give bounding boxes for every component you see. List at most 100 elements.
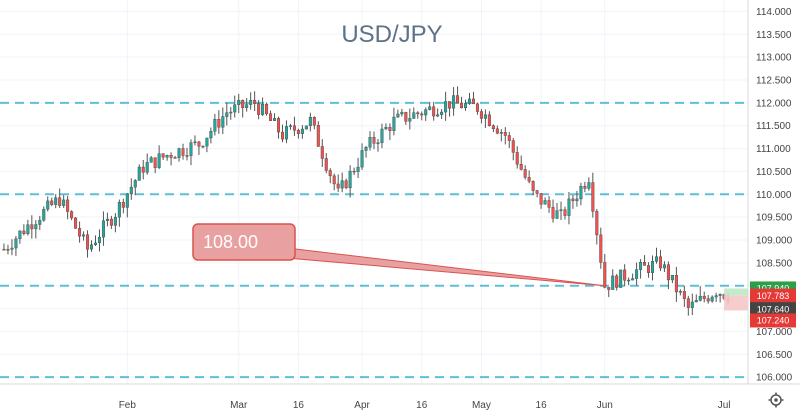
candle-body	[74, 217, 78, 229]
candle-body	[643, 261, 647, 266]
candle-body	[368, 137, 372, 148]
candle-body	[133, 180, 137, 188]
candle-body	[336, 183, 340, 189]
candle-body	[66, 199, 70, 212]
candle-body	[277, 118, 281, 133]
y-tick-label: 109.000	[756, 236, 793, 247]
price-tag	[750, 313, 796, 328]
y-tick-label: 111.500	[756, 121, 791, 132]
candle-body	[714, 295, 718, 298]
candle-body	[599, 234, 603, 263]
candle-body	[623, 269, 627, 281]
candle-body	[503, 132, 507, 136]
candle-body	[109, 218, 113, 226]
candle-body	[249, 99, 253, 105]
candle-body	[464, 103, 468, 109]
candle-body	[702, 295, 706, 299]
candle-body	[555, 210, 559, 219]
candle-body	[177, 148, 181, 158]
price-tag	[750, 288, 796, 303]
y-tick-label: 114.000	[756, 7, 792, 18]
price-tag	[750, 302, 796, 317]
candle-body	[257, 103, 261, 115]
candle-body	[332, 175, 336, 185]
candle-body	[587, 182, 591, 189]
candle-body	[396, 113, 400, 118]
candle-body	[149, 157, 153, 163]
candle-body	[261, 103, 265, 115]
x-tick-label: Mar	[230, 400, 248, 411]
candle-body	[46, 200, 50, 210]
candle-body	[137, 166, 141, 181]
candle-body	[54, 197, 58, 205]
candle-body	[456, 95, 460, 104]
candle-body	[654, 256, 658, 262]
candle-body	[543, 200, 547, 205]
candle-body	[471, 98, 475, 105]
candle-body	[145, 162, 149, 173]
candle-body	[571, 198, 575, 202]
candle-body	[97, 236, 101, 244]
candle-body	[658, 256, 662, 269]
candle-body	[607, 287, 611, 290]
candle-body	[221, 116, 225, 128]
candle-body	[670, 275, 674, 281]
candle-body	[273, 118, 277, 121]
candle-body	[213, 119, 217, 132]
candle-body	[165, 155, 169, 158]
candle-body	[265, 103, 269, 114]
candle-body	[432, 106, 436, 117]
callout-box[interactable]	[192, 223, 296, 261]
candle-body	[567, 198, 571, 216]
candle-body	[635, 269, 639, 279]
candle-body	[674, 275, 678, 293]
x-tick-label: May	[472, 400, 491, 411]
y-tick-label: 108.500	[756, 258, 793, 269]
y-tick-label: 106.000	[756, 373, 793, 384]
candle-body	[292, 125, 296, 131]
candle-body	[217, 119, 221, 128]
candle-body	[324, 158, 328, 171]
candle-body	[18, 230, 22, 240]
candle-body	[284, 126, 288, 140]
candle-body	[631, 278, 635, 281]
candle-body	[352, 170, 356, 173]
candle-body	[440, 111, 444, 115]
candle-body	[380, 128, 384, 144]
candle-body	[205, 137, 209, 147]
candle-body	[639, 261, 643, 270]
candle-body	[121, 202, 125, 208]
candle-body	[706, 298, 710, 302]
candle-body	[519, 164, 523, 170]
candle-body	[666, 264, 670, 281]
candle-body	[30, 224, 34, 230]
candle-body	[82, 234, 86, 237]
candle-body	[408, 118, 412, 122]
candle-body	[356, 166, 360, 172]
candle-body	[153, 157, 157, 168]
candle-body	[90, 244, 94, 250]
price-tag-label: 107.240	[757, 316, 790, 326]
price-tag-label: 107.783	[757, 291, 790, 301]
settings-gear-icon[interactable]	[768, 392, 784, 408]
candle-body	[400, 112, 404, 115]
candle-body	[690, 301, 694, 308]
candle-body	[511, 140, 515, 153]
candle-body	[193, 141, 197, 144]
candle-body	[420, 113, 424, 116]
candle-body	[662, 264, 666, 269]
candle-body	[452, 95, 456, 109]
candle-body	[173, 157, 177, 159]
candle-body	[364, 147, 368, 151]
candle-body	[6, 249, 10, 251]
candle-body	[101, 220, 105, 238]
candle-body	[495, 128, 499, 134]
candle-body	[539, 193, 543, 205]
candle-body	[531, 181, 535, 191]
candle-body	[308, 117, 312, 127]
candle-body	[428, 106, 432, 110]
candle-body	[384, 127, 388, 130]
candle-body	[312, 117, 316, 126]
candle-body	[563, 209, 567, 216]
